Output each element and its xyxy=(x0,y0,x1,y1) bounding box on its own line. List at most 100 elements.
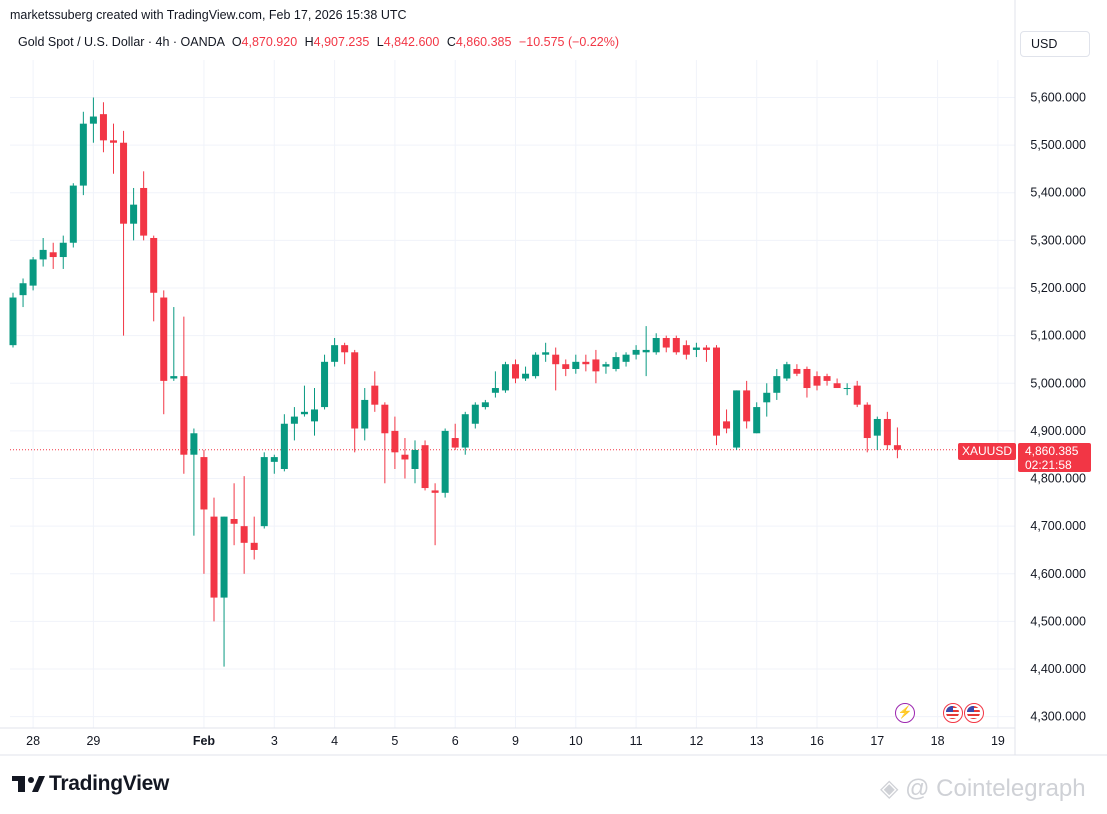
symbol-price-tag: XAUUSD xyxy=(958,443,1016,460)
candle-body xyxy=(632,349,640,355)
candle-body xyxy=(300,411,308,415)
candle-body xyxy=(733,390,741,448)
watermark-text: @ Cointelegraph xyxy=(905,775,1086,802)
x-tick-label: 17 xyxy=(870,734,884,748)
candle-body xyxy=(793,368,801,374)
candle-body xyxy=(642,349,650,353)
candle-body xyxy=(833,383,841,389)
candle-body xyxy=(19,283,27,296)
cointelegraph-watermark: ◈ @ Cointelegraph xyxy=(880,774,1086,803)
candle-body xyxy=(491,388,499,393)
symbol-legend: Gold Spot / U.S. Dollar · 4h · OANDA O4,… xyxy=(18,35,619,49)
candle-body xyxy=(783,364,791,379)
us-flag-icon[interactable] xyxy=(964,703,984,723)
last-price-value: 4,860.385 xyxy=(1025,444,1079,458)
candle-body xyxy=(662,338,670,348)
candle-body xyxy=(893,445,901,450)
tradingview-logo-icon xyxy=(12,776,45,792)
candle-body xyxy=(110,140,117,143)
us-flag-icon[interactable] xyxy=(943,703,963,723)
x-tick-label: 12 xyxy=(689,734,703,748)
candle-body xyxy=(89,116,97,124)
candle-body xyxy=(612,357,620,369)
candle-body xyxy=(753,407,761,434)
candle-body xyxy=(341,345,349,353)
candle-body xyxy=(140,187,148,236)
candle-body xyxy=(883,418,891,446)
candle-body xyxy=(853,385,861,405)
candle-body xyxy=(522,373,530,379)
y-tick-label: 4,300.000 xyxy=(1030,710,1086,724)
y-tick-label: 4,700.000 xyxy=(1030,519,1086,533)
candle-body xyxy=(702,347,710,350)
candle-body xyxy=(461,414,469,448)
candle-body xyxy=(501,364,509,391)
y-tick-label: 5,300.000 xyxy=(1030,233,1086,247)
candle-body xyxy=(843,388,851,390)
candle-body xyxy=(331,345,339,362)
candle-body xyxy=(823,376,831,381)
candle-body xyxy=(69,185,77,243)
candle-body xyxy=(250,542,258,550)
x-tick-label: 3 xyxy=(271,734,278,748)
candle-body xyxy=(180,376,188,455)
x-tick-label: 29 xyxy=(86,734,100,748)
candle-body xyxy=(371,385,379,405)
lightning-icon[interactable]: ⚡ xyxy=(895,703,915,723)
candle-body xyxy=(863,404,871,439)
candle-body xyxy=(170,376,178,379)
candle-body xyxy=(532,354,540,377)
y-tick-label: 4,800.000 xyxy=(1030,472,1086,486)
candle-body xyxy=(622,354,630,362)
candle-body xyxy=(240,526,248,543)
candle-body xyxy=(79,123,87,186)
candle-body xyxy=(562,364,570,369)
close-value: 4,860.385 xyxy=(455,35,512,49)
candle-body xyxy=(723,421,731,429)
candle-body xyxy=(280,423,288,469)
candle-body xyxy=(582,361,590,365)
candle-body xyxy=(542,352,550,355)
candle-body xyxy=(421,445,429,489)
x-tick-label: 19 xyxy=(991,734,1005,748)
candle-body xyxy=(220,516,228,598)
candle-body xyxy=(873,418,881,436)
high-label: H xyxy=(304,35,314,49)
tradingview-logo-text: TradingView xyxy=(49,772,170,795)
x-tick-label: Feb xyxy=(193,734,216,748)
candle-body xyxy=(120,142,128,224)
candle-body xyxy=(361,399,369,429)
candle-body xyxy=(130,204,138,224)
x-tick-label: 4 xyxy=(331,734,338,748)
candle-body xyxy=(813,376,821,386)
y-tick-label: 5,000.000 xyxy=(1030,376,1086,390)
candle-body xyxy=(351,352,359,429)
currency-button[interactable]: USD xyxy=(1020,31,1090,57)
candle-body xyxy=(391,430,399,453)
candle-body xyxy=(552,354,560,365)
candle-body xyxy=(381,404,389,434)
y-tick-label: 4,400.000 xyxy=(1030,662,1086,676)
x-tick-label: 6 xyxy=(452,734,459,748)
x-tick-label: 10 xyxy=(569,734,583,748)
y-tick-label: 4,500.000 xyxy=(1030,614,1086,628)
candle-body xyxy=(451,438,459,448)
candle-body xyxy=(682,345,690,355)
x-tick-label: 28 xyxy=(26,734,40,748)
candle-body xyxy=(672,338,680,353)
y-tick-label: 5,200.000 xyxy=(1030,281,1086,295)
bar-countdown: 02:21:58 xyxy=(1025,458,1072,472)
candle-body xyxy=(270,457,278,462)
y-tick-label: 5,500.000 xyxy=(1030,138,1086,152)
candle-body xyxy=(692,347,700,350)
high-value: 4,907.235 xyxy=(313,35,370,49)
low-value: 4,842.600 xyxy=(383,35,440,49)
candle-body xyxy=(743,390,751,422)
x-tick-label: 9 xyxy=(512,734,519,748)
candle-body xyxy=(290,416,298,424)
candle-body xyxy=(602,364,610,367)
candle-body xyxy=(713,347,720,436)
y-tick-label: 5,600.000 xyxy=(1030,90,1086,104)
candle-body xyxy=(99,114,107,141)
